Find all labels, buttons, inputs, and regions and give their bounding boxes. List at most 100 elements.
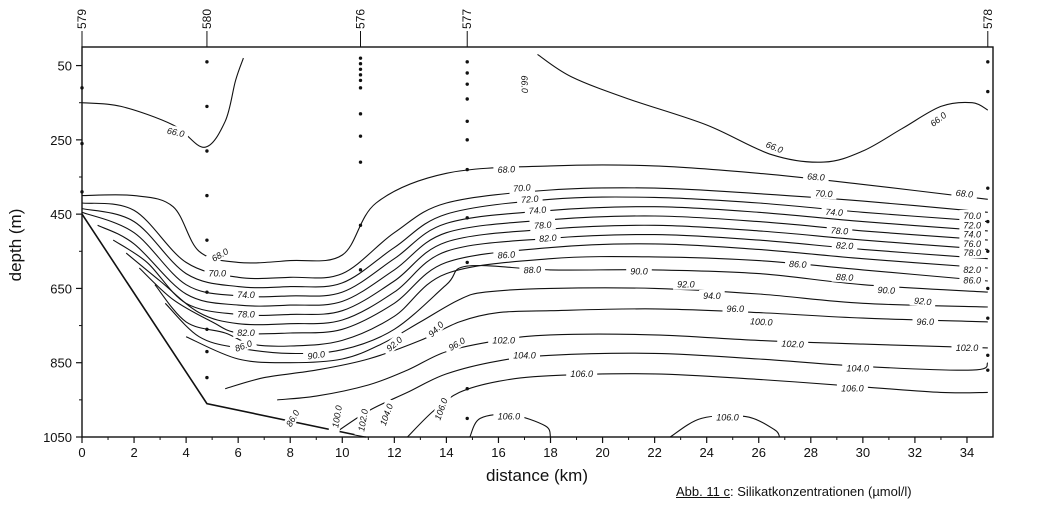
contour-label-text: 90.0 xyxy=(877,285,895,296)
caption-prefix: Abb. 11 c xyxy=(676,484,730,499)
contour-label-bg xyxy=(509,349,540,361)
contour-label-bg xyxy=(229,335,258,356)
contour-label-23: 82.0 xyxy=(534,231,562,245)
sample-dot-576-0 xyxy=(358,56,363,60)
contour-label-bg xyxy=(959,228,985,240)
sample-dot-577-6 xyxy=(465,167,469,172)
contour-label-bg xyxy=(760,136,789,157)
contour-label-text: 68.0 xyxy=(807,171,825,182)
contour-label-bg xyxy=(493,410,525,422)
contour-label-text: 104.0 xyxy=(378,402,395,427)
contour-label-bg xyxy=(831,270,858,283)
contour-label-25: 82.0 xyxy=(831,239,858,252)
contour-label-bg xyxy=(508,181,536,195)
contour-label-27: 86.0 xyxy=(493,248,520,261)
contour-label-bg xyxy=(493,248,520,261)
contour-line-72-0-4 xyxy=(82,196,988,289)
contour-label-text: 106.0 xyxy=(716,412,739,422)
contour-label-text: 86.0 xyxy=(497,250,515,261)
contour-label-text: 68.0 xyxy=(955,188,973,200)
contour-label-bg xyxy=(924,106,952,132)
sample-dot-578-6 xyxy=(986,316,990,320)
contour-label-18: 76.0 xyxy=(959,237,985,249)
contour-label-bg xyxy=(529,218,556,232)
x-tick-label-20: 20 xyxy=(595,445,609,460)
contour-label-bg xyxy=(534,231,562,245)
sample-dot-578-4 xyxy=(986,249,990,253)
contour-label-bg xyxy=(493,162,520,176)
contour-label-text: 66.0 xyxy=(166,126,185,139)
contour-label-bg xyxy=(959,237,985,249)
contour-label-bg xyxy=(281,404,304,432)
contour-label-text: 74.0 xyxy=(528,205,546,216)
x-tick-label-26: 26 xyxy=(752,445,766,460)
x-tick-label-12: 12 xyxy=(387,445,401,460)
y-tick-label-450: 450 xyxy=(50,207,72,222)
contour-label-text: 78.0 xyxy=(963,248,981,258)
contour-line-82-0-9 xyxy=(138,243,988,335)
contour-label-bg xyxy=(745,315,778,328)
contour-label-text: 82.0 xyxy=(237,328,255,338)
station-layer: 579 580 576 577 578 xyxy=(75,9,995,421)
contour-label-49: 102.0 xyxy=(354,403,371,437)
contour-label-bg xyxy=(826,224,853,237)
y-tick-label-50: 50 xyxy=(58,59,72,74)
contour-label-bg xyxy=(566,367,598,379)
sample-dot-576-3 xyxy=(358,73,363,77)
contour-label-text: 74.0 xyxy=(963,230,981,240)
contour-label-text: 106.0 xyxy=(433,397,450,422)
station-label-578: 578 xyxy=(981,9,995,29)
contour-label-bg xyxy=(776,337,809,350)
contour-label-28: 86.0 xyxy=(229,335,258,356)
contour-label-7: 68.0 xyxy=(205,243,234,266)
contour-label-bg xyxy=(162,123,190,140)
contour-label-4: 68.0 xyxy=(493,162,520,176)
contour-label-bg xyxy=(909,294,936,308)
x-tick-label-24: 24 xyxy=(699,445,713,460)
sample-dot-580-8 xyxy=(205,375,209,380)
contour-label-bg xyxy=(722,302,749,314)
contour-label-bg xyxy=(912,315,939,327)
contour-label-bg xyxy=(430,392,452,426)
contour-label-text: 102.0 xyxy=(956,343,979,353)
sample-dot-577-4 xyxy=(465,119,469,123)
plot-frame xyxy=(81,46,994,438)
contour-label-19: 78.0 xyxy=(529,218,556,232)
contour-label-bg xyxy=(673,278,699,290)
y-axis: 50 250 450 650 850 1050 xyxy=(43,59,82,445)
x-tick-label-14: 14 xyxy=(439,445,453,460)
contour-label-text: 82.0 xyxy=(539,233,557,244)
y-axis-label: depth (m) xyxy=(6,209,25,282)
contour-label-text: 74.0 xyxy=(825,207,843,218)
contour-label-6: 68.0 xyxy=(951,186,978,201)
contour-label-0: 66.0 xyxy=(162,123,190,140)
contour-label-bg xyxy=(375,398,397,431)
x-tick-label-22: 22 xyxy=(647,445,661,460)
contour-label-55: 106.0 xyxy=(430,392,452,426)
contour-label-12: 72.0 xyxy=(516,192,543,206)
sample-dot-576-10 xyxy=(358,268,363,272)
contour-label-54: 106.0 xyxy=(836,382,868,394)
contour-label-52: 104.0 xyxy=(375,398,397,431)
contour-label-text: 78.0 xyxy=(534,220,552,231)
contour-label-text: 86.0 xyxy=(233,338,253,353)
contour-label-46: 102.0 xyxy=(488,334,520,346)
contour-label-14: 74.0 xyxy=(524,203,551,217)
contour-label-bg xyxy=(380,331,408,357)
contour-label-51: 104.0 xyxy=(842,362,874,374)
contour-label-bg xyxy=(442,332,471,355)
contour-label-text: 70.0 xyxy=(815,188,833,199)
contour-line-70-0-3 xyxy=(82,187,988,280)
contour-label-53: 106.0 xyxy=(566,367,598,379)
sample-dot-576-2 xyxy=(358,67,363,71)
contour-label-bg xyxy=(959,219,985,231)
sample-dot-580-3 xyxy=(205,193,209,198)
contour-label-bg xyxy=(205,243,234,266)
contour-label-text: 94.0 xyxy=(703,291,721,301)
sample-dot-578-7 xyxy=(986,353,990,357)
sample-dot-580-1 xyxy=(205,104,209,109)
contour-line-74-0-5 xyxy=(82,206,988,298)
contour-label-bg xyxy=(951,186,978,201)
sample-dot-580-4 xyxy=(205,238,209,242)
sample-dot-576-7 xyxy=(358,134,363,138)
